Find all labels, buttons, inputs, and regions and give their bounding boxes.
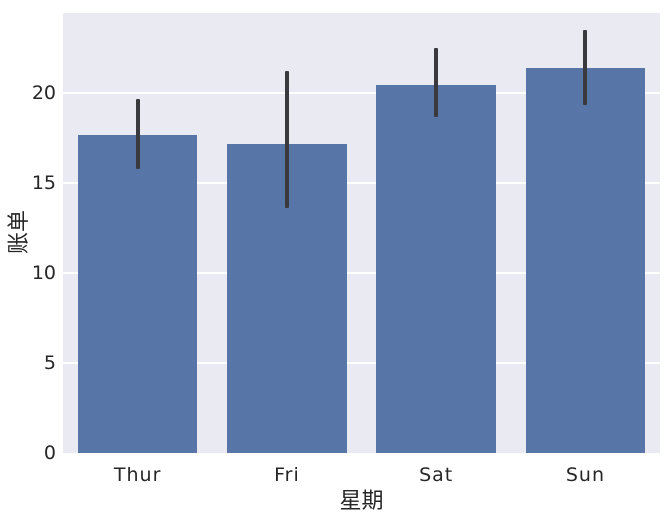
x-tick-label-thur: Thur	[113, 464, 162, 486]
bar-thur	[77, 134, 198, 453]
plot-area	[63, 13, 660, 453]
y-tick-label-0: 0	[43, 442, 56, 464]
x-tick-label-sat: Sat	[419, 464, 454, 486]
y-tick-label-15: 15	[31, 172, 56, 194]
bar-sun	[525, 67, 646, 453]
y-axis-label: 账单	[7, 209, 32, 255]
gridline-y-20	[63, 91, 660, 94]
error-bar-sun	[583, 29, 588, 105]
x-tick-label-fri: Fri	[274, 464, 300, 486]
gridline-y-10	[63, 272, 660, 274]
bar-sat	[376, 85, 496, 453]
error-bar-thur	[135, 99, 140, 170]
y-tick-label-5: 5	[43, 352, 56, 374]
error-bar-sat	[434, 47, 439, 118]
y-tick-label-10: 10	[31, 262, 56, 284]
gridline-y-15	[63, 182, 660, 184]
x-tick-label-sun: Sun	[565, 464, 606, 486]
y-tick-label-20: 20	[31, 81, 56, 104]
x-axis-label: 星期	[339, 489, 384, 512]
error-bar-fri	[284, 71, 289, 209]
gridline-y-5	[63, 362, 660, 364]
